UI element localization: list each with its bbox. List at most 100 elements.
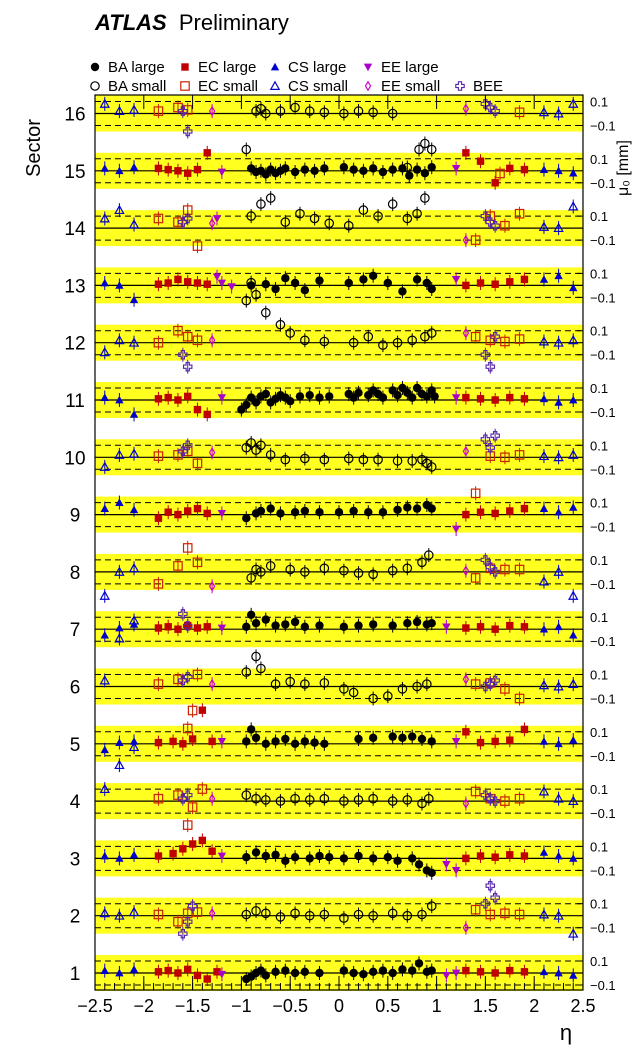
data-point <box>339 622 349 631</box>
legend-marker <box>90 62 100 72</box>
data-point <box>217 970 227 979</box>
data-point <box>568 334 579 345</box>
right-tick-label: 0.1 <box>590 839 608 854</box>
legend-label: EE small <box>381 78 440 95</box>
data-point <box>286 397 295 406</box>
data-point <box>420 138 430 149</box>
right-tick-label: −0.1 <box>590 634 616 649</box>
data-point <box>339 854 349 863</box>
data-point <box>213 968 221 976</box>
data-point <box>462 327 470 339</box>
data-point <box>208 334 216 346</box>
data-point <box>153 106 164 116</box>
sector-label-12: 12 <box>64 334 85 355</box>
sector-label-3: 3 <box>70 849 81 870</box>
data-point <box>378 393 388 402</box>
data-point <box>451 867 461 875</box>
data-point <box>280 454 291 465</box>
data-point <box>506 621 514 630</box>
data-point <box>485 361 496 372</box>
data-point <box>261 739 270 748</box>
data-point <box>470 679 481 689</box>
x-tick-label: −1.5 <box>175 996 211 1016</box>
data-points <box>99 96 579 986</box>
data-point <box>241 295 252 306</box>
data-point <box>290 739 300 748</box>
data-point <box>408 854 417 863</box>
data-point <box>174 275 182 284</box>
right-tick-label: −0.1 <box>590 921 616 936</box>
data-point <box>242 514 251 523</box>
data-point <box>520 395 529 403</box>
data-point <box>153 579 164 589</box>
data-point <box>539 737 549 745</box>
data-point <box>300 506 310 516</box>
data-point <box>451 525 461 534</box>
data-point <box>554 508 563 516</box>
sector-label-11: 11 <box>65 391 85 412</box>
sector-label-15: 15 <box>64 162 85 183</box>
data-point <box>358 454 369 465</box>
right-tick-label: −0.1 <box>590 577 616 592</box>
data-point <box>538 450 550 461</box>
data-point <box>359 275 368 284</box>
data-point <box>203 975 211 983</box>
data-point <box>422 679 432 689</box>
data-point <box>266 504 275 513</box>
data-point <box>539 394 549 403</box>
data-point <box>182 621 193 631</box>
right-tick-label: 0.1 <box>590 152 608 167</box>
data-point <box>182 213 193 224</box>
data-point <box>241 442 252 453</box>
data-point <box>246 211 256 221</box>
data-point <box>300 453 310 464</box>
data-point <box>154 164 163 173</box>
data-point <box>402 910 413 921</box>
data-point <box>420 193 430 203</box>
data-point <box>490 675 500 686</box>
data-point <box>485 909 496 920</box>
data-point <box>174 167 182 175</box>
data-point <box>417 798 427 809</box>
data-point <box>300 622 310 631</box>
data-point <box>387 108 398 119</box>
data-point <box>128 906 140 917</box>
data-point <box>462 728 470 736</box>
data-point <box>538 786 550 796</box>
data-point <box>315 621 324 630</box>
data-point <box>539 625 549 633</box>
data-point <box>476 508 485 516</box>
data-point <box>251 619 261 628</box>
data-point <box>304 795 315 805</box>
data-point <box>208 105 216 117</box>
data-point <box>114 910 125 920</box>
data-point <box>100 966 109 974</box>
data-point <box>514 909 525 920</box>
data-point <box>393 856 402 865</box>
right-tick-label: −0.1 <box>590 119 616 134</box>
data-point <box>265 193 276 203</box>
data-point <box>275 912 286 922</box>
data-point <box>182 105 193 115</box>
data-point <box>353 568 364 578</box>
data-point <box>275 106 286 116</box>
data-point <box>451 969 461 978</box>
data-point <box>114 449 125 459</box>
data-point <box>568 98 579 108</box>
data-point <box>506 736 514 744</box>
data-point <box>568 678 579 689</box>
data-point <box>203 623 211 631</box>
data-point <box>164 966 172 975</box>
data-point <box>114 105 125 116</box>
data-point <box>393 505 402 514</box>
x-tick-label: 2 <box>529 996 539 1016</box>
sector-label-8: 8 <box>70 563 81 584</box>
data-point <box>178 349 188 360</box>
data-point <box>192 557 203 568</box>
data-point <box>470 235 481 245</box>
data-point <box>305 391 314 400</box>
data-point <box>128 337 140 347</box>
data-point <box>539 504 549 512</box>
right-tick-label: 0.1 <box>590 553 608 568</box>
data-point <box>506 393 514 402</box>
